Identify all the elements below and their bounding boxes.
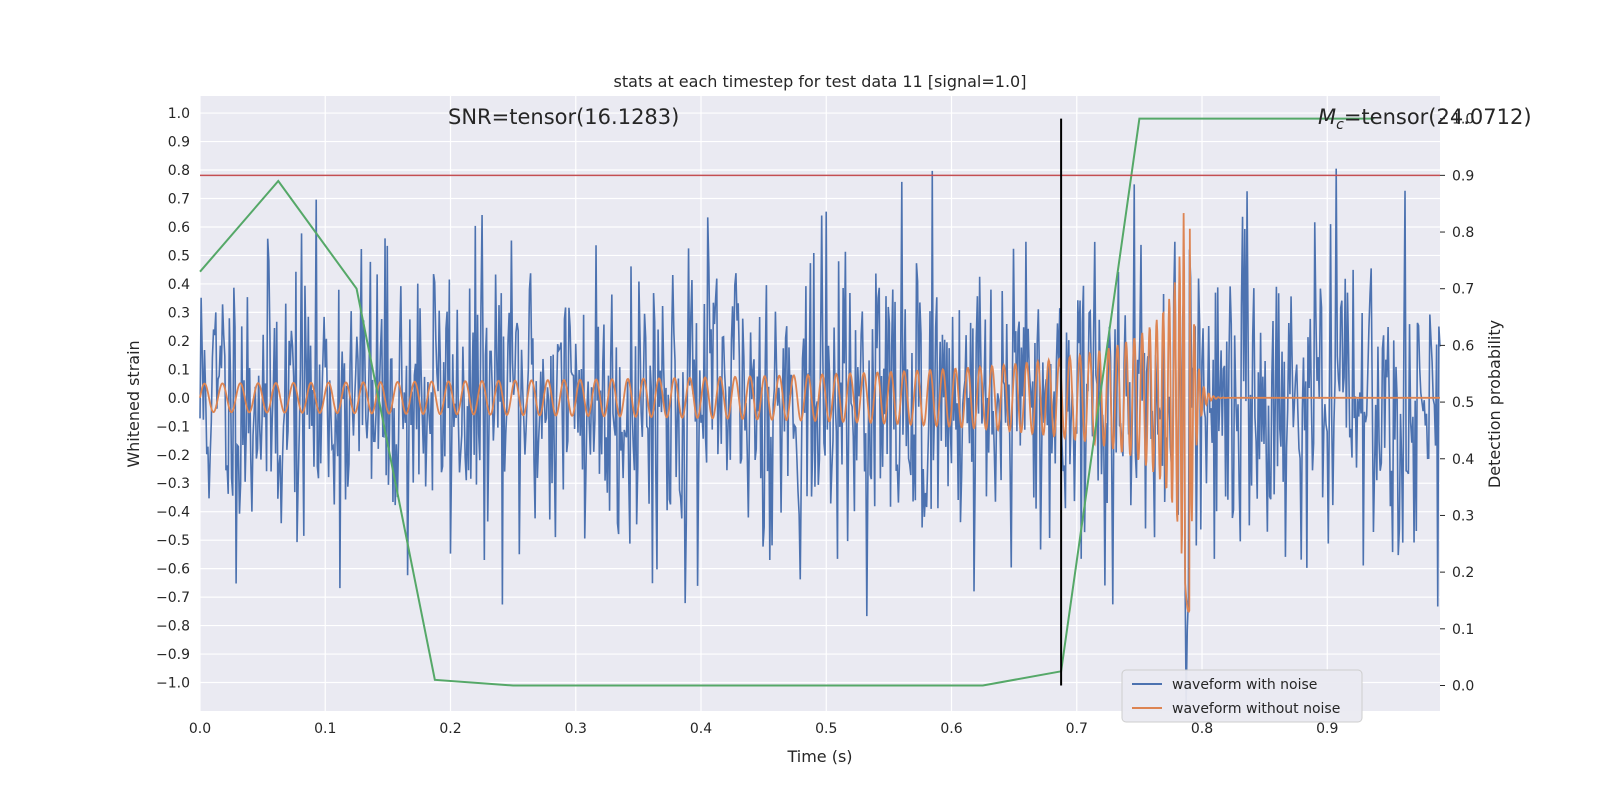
chirp-mass-subscript: c: [1336, 117, 1344, 133]
y2-tick-label: 0.9: [1452, 168, 1474, 184]
y-tick-label: 0.3: [168, 305, 190, 321]
y2-tick-label: 0.3: [1452, 508, 1474, 524]
y-tick-label: 0.9: [168, 135, 190, 151]
x-tick-label: 0.8: [1191, 721, 1213, 737]
y2-tick-label: 0.5: [1452, 395, 1474, 411]
y-tick-label: −0.5: [156, 533, 190, 549]
y2-tick-label: 0.6: [1452, 338, 1474, 354]
y-tick-label: −0.8: [156, 619, 190, 635]
left-axis-ticks: 1.0 0.9 0.8 0.7 0.6 0.5 0.4 0.3 0.2 0.1 0.0 −0.1 −0.…: [156, 106, 190, 691]
y-tick-label: −0.7: [156, 590, 190, 606]
y-tick-label: −0.6: [156, 562, 190, 578]
y-tick-label: −1.0: [156, 676, 190, 692]
x-tick-label: 0.4: [690, 721, 712, 737]
right-axis-ticks: 1.0 0.9 0.8 0.7 0.6 0.5 0.4 0.3 0.2 0.1 0.0: [1440, 112, 1474, 694]
chirp-mass-value: =tensor(24.0712): [1344, 105, 1532, 129]
x-tick-label: 0.3: [565, 721, 587, 737]
y-tick-label: −0.3: [156, 476, 190, 492]
x-tick-label: 0.5: [815, 721, 837, 737]
bottom-axis-ticks: 0.0 0.1 0.2 0.3 0.4 0.5 0.6 0.7 0.8 0.9: [189, 721, 1339, 737]
x-tick-label: 0.1: [314, 721, 336, 737]
x-tick-label: 0.9: [1316, 721, 1338, 737]
y-tick-label: 0.6: [168, 220, 190, 236]
x-tick-label: 0.7: [1066, 721, 1088, 737]
legend-label-with-noise: waveform with noise: [1172, 677, 1317, 693]
y-tick-label: 0.7: [168, 192, 190, 208]
x-axis-label: Time (s): [786, 747, 852, 766]
y-tick-label: 0.8: [168, 163, 190, 179]
y2-axis-label: Detection probability: [1485, 320, 1504, 488]
y2-tick-label: 0.4: [1452, 452, 1474, 468]
y2-tick-label: 0.0: [1452, 678, 1474, 694]
chart-title: stats at each timestep for test data 11 …: [614, 72, 1027, 91]
y-tick-label: −0.4: [156, 505, 190, 521]
chirp-mass-annotation: Mc=tensor(24.0712): [1318, 105, 1532, 133]
y-axis-label: Whitened strain: [124, 340, 143, 467]
x-tick-label: 0.2: [439, 721, 461, 737]
y-tick-label: 0.1: [168, 362, 190, 378]
y-tick-label: 1.0: [168, 106, 190, 122]
legend: waveform with noise waveform without noi…: [1121, 669, 1363, 723]
snr-annotation: SNR=tensor(16.1283): [448, 105, 679, 129]
series-layer: [199, 117, 1441, 706]
y-tick-label: 0.2: [168, 334, 190, 350]
series-detection-probability: [199, 117, 1375, 687]
series-waveform-with-noise: [199, 168, 1441, 706]
series-waveform-without-noise: [199, 213, 1440, 613]
y2-tick-label: 0.8: [1452, 225, 1474, 241]
y2-tick-label: 0.1: [1452, 622, 1474, 638]
legend-label-without-noise: waveform without noise: [1172, 701, 1340, 717]
y-tick-label: 0.0: [168, 391, 190, 407]
y-tick-label: −0.1: [156, 419, 190, 435]
y-tick-label: 0.5: [168, 248, 190, 264]
legend-box: [1121, 669, 1363, 723]
y-tick-label: 0.4: [168, 277, 190, 293]
y-tick-label: −0.9: [156, 647, 190, 663]
x-tick-label: 0.0: [189, 721, 211, 737]
y2-tick-label: 1.0: [1452, 112, 1474, 128]
x-tick-label: 0.6: [940, 721, 962, 737]
chirp-mass-symbol: M: [1318, 105, 1336, 129]
y-tick-label: −0.2: [156, 448, 190, 464]
y2-tick-label: 0.7: [1452, 282, 1474, 298]
y2-tick-label: 0.2: [1452, 565, 1474, 581]
